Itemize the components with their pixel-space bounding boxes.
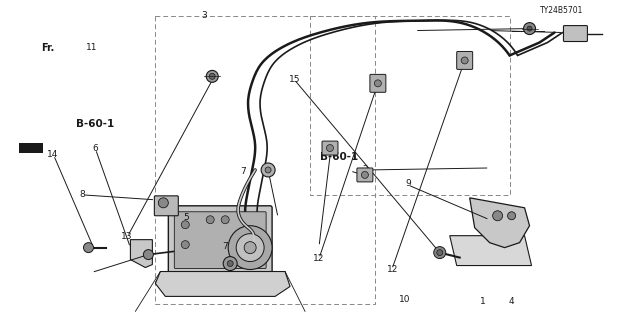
Circle shape [158,198,168,208]
Text: 11: 11 [86,43,97,52]
Circle shape [326,145,333,152]
Text: B-60-1: B-60-1 [76,119,115,129]
Text: 5: 5 [183,213,189,222]
Circle shape [493,211,502,221]
Polygon shape [19,143,43,153]
FancyBboxPatch shape [322,141,338,155]
Circle shape [524,23,536,35]
Circle shape [227,260,233,267]
Text: 7: 7 [241,167,246,176]
FancyBboxPatch shape [357,168,373,182]
Text: B-60-1: B-60-1 [320,152,358,162]
Circle shape [181,241,189,249]
Text: 8: 8 [79,190,85,199]
Text: Fr.: Fr. [41,43,54,53]
Circle shape [223,257,237,270]
Text: 10: 10 [399,295,411,304]
Circle shape [83,243,93,252]
Text: 14: 14 [47,150,59,159]
FancyBboxPatch shape [563,26,588,42]
Text: 12: 12 [313,254,324,263]
Circle shape [508,212,516,220]
Circle shape [461,57,468,64]
Circle shape [374,80,381,87]
FancyBboxPatch shape [174,212,266,268]
Text: 15: 15 [289,75,300,84]
Text: 1: 1 [480,297,486,306]
Circle shape [362,172,369,179]
Circle shape [206,216,214,224]
Polygon shape [450,236,532,266]
Circle shape [244,242,256,253]
Text: TY24B5701: TY24B5701 [540,6,583,15]
Text: 3: 3 [201,12,207,20]
Circle shape [265,167,271,173]
Circle shape [221,216,229,224]
Circle shape [206,70,218,82]
Text: 6: 6 [92,144,98,153]
Text: 7: 7 [223,242,228,251]
Circle shape [181,221,189,229]
Polygon shape [156,271,290,296]
Text: 12: 12 [387,265,398,275]
Text: 13: 13 [122,232,133,241]
Circle shape [236,234,264,261]
Circle shape [436,250,443,256]
Text: 4: 4 [509,297,515,306]
FancyBboxPatch shape [168,206,272,275]
Circle shape [228,226,272,269]
Circle shape [143,250,154,260]
Circle shape [261,163,275,177]
Polygon shape [470,198,529,248]
Text: 2: 2 [362,165,367,174]
FancyBboxPatch shape [457,52,473,69]
Text: 9: 9 [405,180,411,188]
FancyBboxPatch shape [370,74,386,92]
Circle shape [434,247,445,259]
Circle shape [527,26,532,31]
Polygon shape [131,240,152,268]
FancyBboxPatch shape [154,196,179,216]
Circle shape [209,73,215,79]
